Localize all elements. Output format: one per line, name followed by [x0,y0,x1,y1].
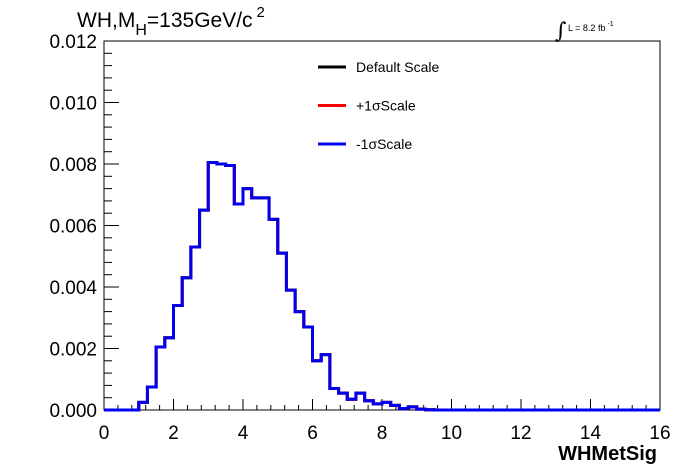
x-axis-label: WHMetSig [558,443,657,465]
legend: Default Scale +1σScale -1σScale [318,59,439,152]
x-tick-label: 16 [649,423,670,444]
x-tick-label: 6 [307,423,318,444]
plot-frame [103,40,661,411]
legend-label: -1σScale [356,136,412,152]
y-tick-label: 0.002 [49,340,97,361]
x-tick-label: 10 [441,423,462,444]
title-value: =135GeV/c [147,9,253,32]
series-layer [104,160,660,412]
title-superscript: 2 [257,4,265,21]
lumi-integral-symbol: ∫ [555,19,567,44]
x-tick-label: 14 [580,423,602,444]
x-tick-label: 12 [510,423,531,444]
y-tick-label: 0.000 [49,401,97,422]
lumi-label: L = 8.2 fb -1 [568,21,614,33]
y-tick-label: 0.008 [49,155,97,176]
lumi-text: L = 8.2 fb [568,23,605,33]
y-tick-label: 0.012 [49,32,97,53]
series-line [104,160,660,412]
y-tick-label: 0.006 [49,217,97,238]
title-subscript: H [135,22,147,39]
x-tick-label: 8 [377,423,388,444]
x-tick-label: 0 [99,423,110,444]
x-tick-label: 4 [238,423,249,444]
legend-label: Default Scale [356,59,439,75]
axes-layer: 0 2 4 6 8 10 12 14 16 0.000 0.002 0.004 0.006 0.008 0.… [49,32,670,444]
chart-title: WH,MH=135GeV/c 2 [77,4,265,39]
legend-label: +1σScale [356,98,416,114]
y-tick-label: 0.004 [49,278,97,299]
series-line [104,160,660,412]
series-line [104,160,660,412]
lumi-superscript: -1 [607,21,613,28]
x-tick-label: 2 [168,423,179,444]
title-prefix: WH,M [77,9,135,32]
y-tick-label: 0.010 [49,94,97,115]
